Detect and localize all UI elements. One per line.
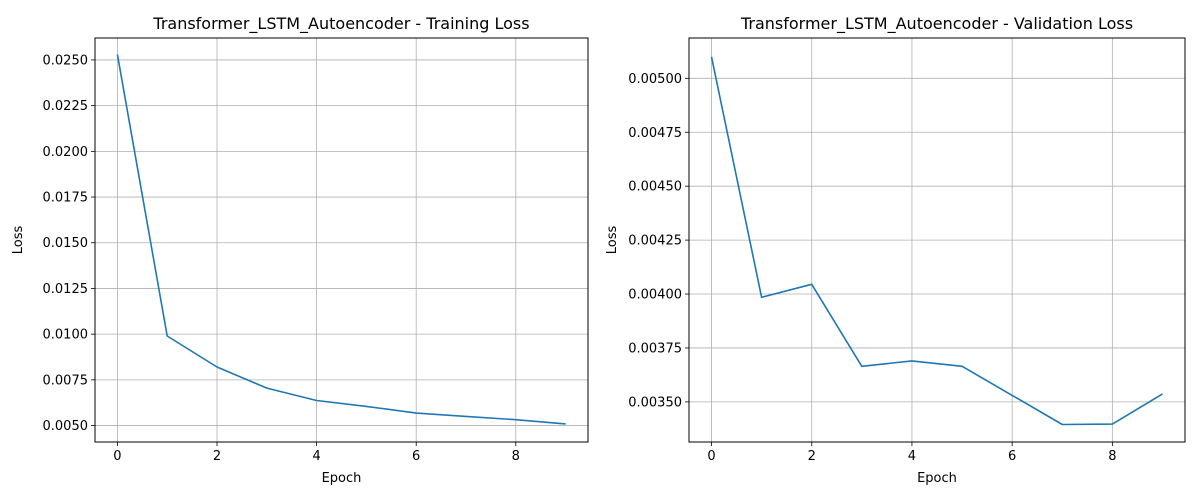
y-tick-label: 0.0125 [43, 282, 89, 297]
grid-lines [689, 38, 1185, 442]
x-axis-label: Epoch [917, 471, 957, 486]
series-lines [116, 54, 566, 425]
y-tick-label: 0.0075 [43, 373, 89, 388]
y-tick-label: 0.0050 [43, 419, 89, 434]
loss-series-line [710, 56, 1163, 426]
x-tick-label: 6 [1008, 449, 1016, 464]
y-tick-label: 0.00400 [628, 288, 682, 303]
loss-series-line [116, 54, 566, 425]
x-tick-label: 0 [113, 449, 121, 464]
y-tick-label: 0.0175 [43, 191, 89, 206]
y-tick-label: 0.00350 [628, 395, 682, 410]
x-tick-label: 2 [808, 449, 816, 464]
x-tick-label: 4 [312, 449, 320, 464]
y-tick-label: 0.00450 [628, 180, 682, 195]
validation-loss-chart: 0 2 4 6 8 0.00350 0.00375 0.00400 0.00425 0.0045… [605, 14, 1186, 486]
y-tick-label: 0.0225 [43, 99, 89, 114]
x-tick-label: 4 [908, 449, 916, 464]
y-axis-label: Loss [605, 226, 620, 255]
y-tick-labels: 0.0050 0.0075 0.0100 0.0125 0.0150 0.0175 0.02… [43, 53, 89, 434]
y-tick-label: 0.00425 [628, 234, 682, 249]
y-tick-label: 0.0100 [43, 328, 89, 343]
x-axis-label: Epoch [322, 471, 362, 486]
plot-frame [688, 37, 1186, 443]
y-tick-label: 0.00375 [628, 341, 682, 356]
x-tick-label: 8 [1108, 449, 1116, 464]
y-tick-label: 0.0250 [43, 53, 89, 68]
chart-title: Transformer_LSTM_Autoencoder - Validatio… [740, 14, 1133, 34]
x-tick-label: 0 [707, 449, 715, 464]
tick-marks [91, 59, 517, 446]
tick-marks [685, 77, 1113, 446]
x-tick-label: 6 [412, 449, 420, 464]
series-lines [710, 56, 1163, 426]
y-tick-labels: 0.00350 0.00375 0.00400 0.00425 0.00450 0.004… [628, 72, 682, 411]
x-tick-labels: 0 2 4 6 8 [113, 449, 520, 464]
x-tick-label: 8 [512, 449, 520, 464]
chart-title: Transformer_LSTM_Autoencoder - Training … [152, 14, 529, 34]
x-tick-labels: 0 2 4 6 8 [707, 449, 1116, 464]
y-tick-label: 0.0200 [43, 145, 89, 160]
y-axis-label: Loss [11, 226, 26, 255]
grid-lines [95, 38, 588, 442]
plot-frame [94, 37, 589, 443]
y-tick-label: 0.0150 [43, 236, 89, 251]
training-loss-chart: 0 2 4 6 8 0.0050 0.0075 0.0100 0.0125 0.0150 0.01… [11, 14, 589, 486]
y-tick-label: 0.00500 [628, 72, 682, 87]
x-tick-label: 2 [213, 449, 221, 464]
y-tick-label: 0.00475 [628, 126, 682, 141]
